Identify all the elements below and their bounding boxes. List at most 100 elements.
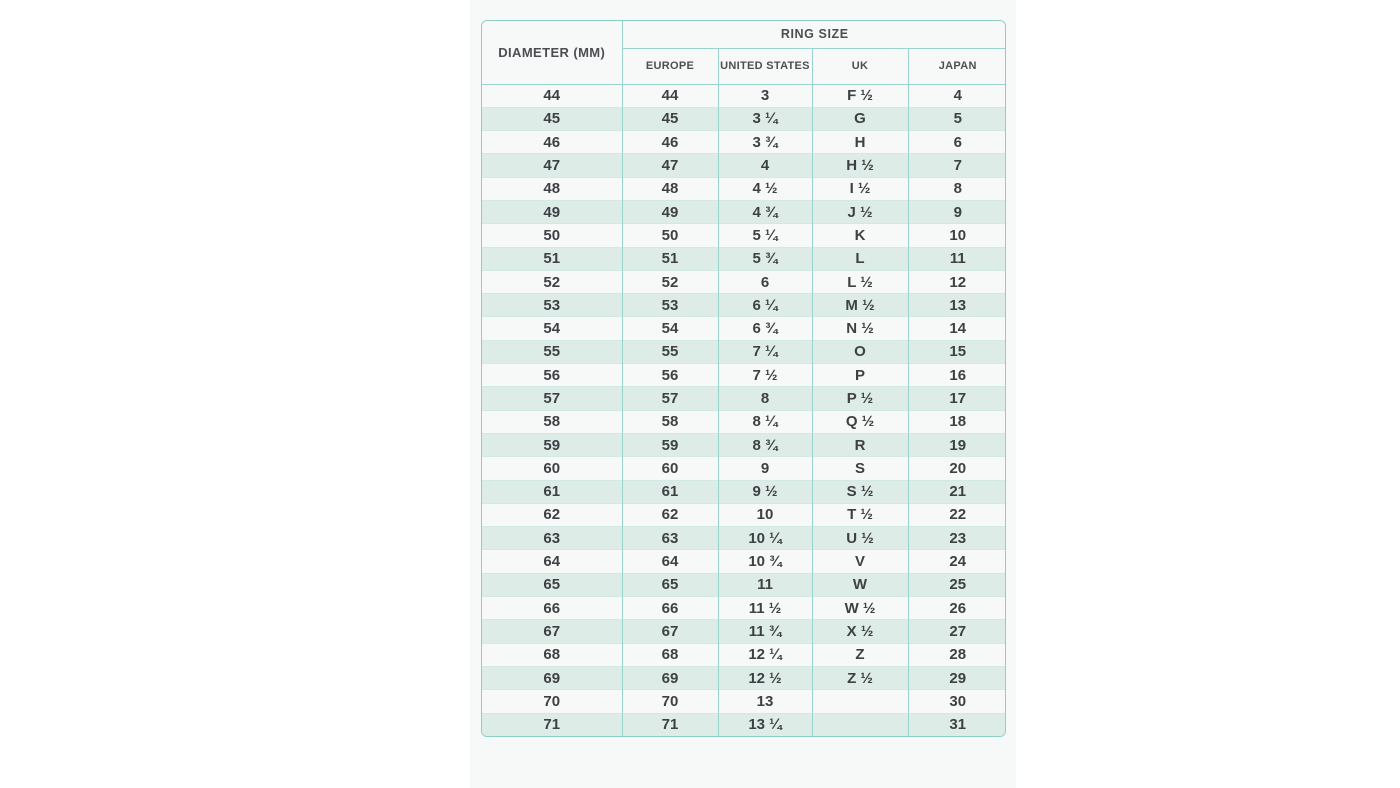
europe-cell: 65	[622, 572, 719, 597]
japan-cell: 27	[908, 619, 1005, 644]
uk-cell: S	[812, 456, 909, 481]
europe-cell: 67	[622, 619, 719, 644]
diameter-cell: 47	[482, 153, 623, 178]
diameter-cell: 44	[482, 83, 623, 108]
diameter-cell: 52	[482, 269, 623, 294]
table-row: 70 70 13 30	[482, 689, 1005, 714]
europe-cell: 69	[622, 665, 719, 690]
europe-cell: 68	[622, 642, 719, 667]
uk-cell	[812, 712, 909, 737]
europe-column-header: EUROPE	[622, 47, 719, 84]
europe-cell: 54	[622, 316, 719, 341]
united-states-cell: 10	[718, 502, 813, 527]
japan-cell: 5	[908, 106, 1005, 131]
europe-cell: 60	[622, 456, 719, 481]
japan-cell: 9	[908, 199, 1005, 224]
table-row: 60 60 9 S 20	[482, 456, 1005, 481]
diameter-cell: 50	[482, 223, 623, 248]
japan-cell: 23	[908, 526, 1005, 550]
europe-cell: 62	[622, 502, 719, 527]
uk-cell: M ½	[812, 293, 909, 317]
header-row-regions: EUROPE UNITED STATES UK JAPAN	[482, 47, 1005, 84]
table-row: 56 56 7 ½ P 16	[482, 363, 1005, 387]
uk-cell: L ½	[812, 269, 909, 294]
uk-cell: R	[812, 432, 909, 457]
europe-cell: 66	[622, 596, 719, 620]
japan-cell: 12	[908, 269, 1005, 294]
europe-cell: 57	[622, 386, 719, 411]
japan-cell: 29	[908, 665, 1005, 690]
uk-cell: O	[812, 339, 909, 364]
table-row: 51 51 5 ¾ L 11	[482, 246, 1005, 271]
diameter-cell: 71	[482, 712, 623, 737]
uk-cell: H ½	[812, 153, 909, 178]
united-states-cell: 10 ¾	[718, 549, 813, 574]
europe-cell: 50	[622, 223, 719, 248]
uk-cell: P	[812, 363, 909, 387]
table-header: DIAMETER (MM) RING SIZE EUROPE UNITED ST…	[482, 21, 1005, 84]
europe-cell: 71	[622, 712, 719, 737]
size-guide-panel: DIAMETER (MM) RING SIZE EUROPE UNITED ST…	[470, 0, 1016, 788]
diameter-cell: 67	[482, 619, 623, 644]
europe-cell: 63	[622, 526, 719, 550]
europe-cell: 45	[622, 106, 719, 131]
uk-cell: H	[812, 130, 909, 154]
japan-cell: 6	[908, 130, 1005, 154]
uk-cell: X ½	[812, 619, 909, 644]
japan-cell: 16	[908, 363, 1005, 387]
uk-cell: V	[812, 549, 909, 574]
united-states-cell: 4 ½	[718, 176, 813, 201]
europe-cell: 61	[622, 479, 719, 504]
diameter-cell: 68	[482, 642, 623, 667]
europe-cell: 47	[622, 153, 719, 178]
europe-cell: 70	[622, 689, 719, 714]
diameter-cell: 69	[482, 665, 623, 690]
uk-cell: W ½	[812, 596, 909, 620]
uk-cell: J ½	[812, 199, 909, 224]
united-states-cell: 12 ¼	[718, 642, 813, 667]
japan-cell: 7	[908, 153, 1005, 178]
japan-cell: 10	[908, 223, 1005, 248]
united-states-cell: 13 ¼	[718, 712, 813, 737]
diameter-cell: 63	[482, 526, 623, 550]
uk-cell: Z	[812, 642, 909, 667]
europe-cell: 48	[622, 176, 719, 201]
uk-cell: G	[812, 106, 909, 131]
united-states-cell: 8 ¾	[718, 432, 813, 457]
japan-cell: 26	[908, 596, 1005, 620]
diameter-cell: 46	[482, 130, 623, 154]
japan-cell: 24	[908, 549, 1005, 574]
united-states-cell: 11 ¾	[718, 619, 813, 644]
united-states-cell: 7 ½	[718, 363, 813, 387]
diameter-cell: 61	[482, 479, 623, 504]
table-row: 68 68 12 ¼ Z 28	[482, 642, 1005, 667]
ring-size-table: DIAMETER (MM) RING SIZE EUROPE UNITED ST…	[481, 20, 1006, 738]
europe-cell: 53	[622, 293, 719, 317]
diameter-cell: 66	[482, 596, 623, 620]
diameter-cell: 60	[482, 456, 623, 481]
header-row-group: DIAMETER (MM) RING SIZE	[482, 21, 1005, 84]
diameter-cell: 70	[482, 689, 623, 714]
diameter-cell: 58	[482, 409, 623, 434]
japan-cell: 19	[908, 432, 1005, 457]
uk-cell: Q ½	[812, 409, 909, 434]
table-row: 65 65 11 W 25	[482, 572, 1005, 597]
diameter-cell: 59	[482, 432, 623, 457]
europe-cell: 64	[622, 549, 719, 574]
table-row: 50 50 5 ¼ K 10	[482, 223, 1005, 248]
united-states-cell: 13	[718, 689, 813, 714]
europe-cell: 56	[622, 363, 719, 387]
japan-column-header: JAPAN	[908, 47, 1005, 84]
united-states-cell: 3	[718, 83, 813, 108]
japan-cell: 4	[908, 83, 1005, 108]
japan-cell: 13	[908, 293, 1005, 317]
united-states-cell: 11	[718, 572, 813, 597]
diameter-cell: 64	[482, 549, 623, 574]
united-states-cell: 6 ¼	[718, 293, 813, 317]
